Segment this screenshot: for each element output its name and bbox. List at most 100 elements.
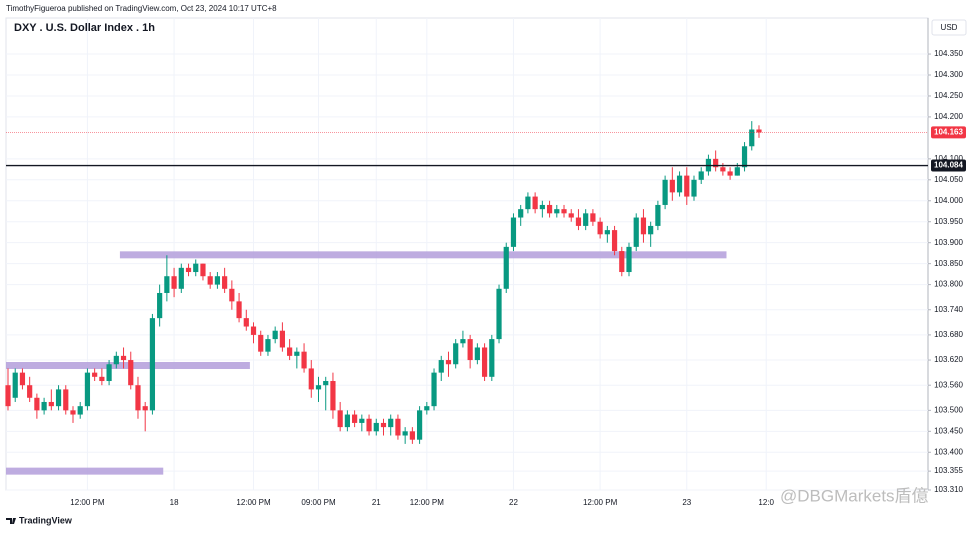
candle-body	[243, 318, 249, 327]
y-tick-label: 104.250	[934, 91, 963, 100]
candle-body	[171, 276, 177, 289]
candle-body	[178, 267, 184, 289]
candle-body	[445, 360, 452, 365]
candle-body	[734, 167, 740, 176]
candle-body	[691, 179, 697, 197]
candle-body	[315, 385, 322, 390]
candle-body	[308, 368, 314, 390]
brand: TradingView	[19, 515, 73, 525]
candle-body	[402, 431, 408, 436]
y-tick-label: 103.620	[934, 355, 963, 364]
candle-body	[713, 158, 719, 168]
candle-body	[510, 217, 517, 247]
candle-body	[438, 360, 444, 373]
candle-body	[453, 343, 459, 365]
candle-body	[481, 347, 488, 377]
candle-body	[546, 204, 553, 214]
candle-body	[106, 364, 112, 382]
candle-body	[597, 221, 603, 235]
candle-body	[200, 263, 206, 277]
candle-body	[55, 389, 62, 407]
y-tick-label: 103.740	[934, 305, 963, 314]
price-level-label: 104.084	[934, 161, 963, 170]
candle-body	[749, 129, 755, 147]
x-tick-label: 12:0	[758, 498, 774, 507]
candle-body	[193, 263, 199, 273]
candle-body	[460, 339, 466, 344]
candle-body	[568, 213, 574, 218]
candle-body	[12, 372, 18, 398]
candle-body	[48, 401, 54, 407]
candle-body	[409, 431, 415, 440]
candle-body	[539, 204, 545, 210]
candle-body	[525, 196, 531, 210]
candle-body	[424, 406, 430, 411]
candle-body	[222, 276, 228, 289]
candle-body	[330, 381, 336, 411]
candle-body	[287, 347, 293, 356]
candle-body	[416, 410, 423, 440]
candle-body	[301, 351, 307, 369]
candle-body	[142, 406, 148, 411]
brand-logo	[6, 518, 16, 524]
candle-body	[380, 422, 387, 428]
candle-body	[648, 225, 654, 235]
candle-body	[265, 339, 271, 352]
candle-body	[34, 397, 40, 411]
candle-body	[727, 171, 733, 176]
candle-body	[496, 288, 502, 340]
candle-body	[669, 179, 675, 193]
y-tick-label: 104.000	[934, 196, 963, 205]
x-tick-label: 12:00 PM	[410, 498, 445, 507]
candle-body	[344, 414, 350, 428]
candle-body	[272, 330, 278, 340]
x-tick-label: 12:00 PM	[583, 498, 618, 507]
candle-body	[84, 372, 91, 407]
candle-body	[474, 347, 480, 361]
candle-body	[41, 401, 47, 411]
candle-body	[229, 288, 235, 302]
candle-body	[662, 179, 668, 205]
y-tick-label: 104.100	[934, 154, 963, 163]
zone	[119, 251, 727, 259]
candle-body	[323, 381, 329, 386]
candle-body	[611, 230, 618, 252]
currency-label: USD	[941, 23, 958, 32]
candle-body	[27, 385, 33, 398]
candle-body	[250, 326, 257, 335]
candle-body	[503, 246, 509, 289]
y-tick-label: 103.400	[934, 447, 963, 456]
candle-body	[655, 204, 661, 226]
y-tick-label: 103.355	[934, 466, 963, 475]
candle-body	[626, 246, 632, 273]
candle-body	[258, 334, 264, 352]
price-level-tag	[931, 126, 966, 139]
candle-body	[157, 292, 163, 319]
candle-body	[5, 385, 11, 407]
zone	[6, 362, 250, 370]
candle-body	[19, 372, 26, 386]
candle-body	[489, 339, 495, 377]
candle-body	[395, 418, 401, 436]
x-tick-label: 21	[372, 498, 381, 507]
candle-body	[128, 360, 134, 386]
candle-body	[633, 217, 639, 247]
candle-body	[185, 267, 192, 273]
candle-body	[756, 129, 762, 133]
candle-body	[77, 406, 83, 415]
candle-body	[99, 376, 105, 382]
candle-body	[214, 276, 221, 285]
x-tick-label: 12:00 PM	[70, 498, 105, 507]
candle-body	[359, 418, 365, 423]
candle-body	[113, 355, 119, 365]
candle-body	[149, 318, 156, 411]
byline: TimothyFigueroa published on TradingView…	[6, 4, 277, 13]
y-tick-label: 104.200	[934, 112, 963, 121]
candle-body	[63, 389, 69, 411]
candles	[5, 121, 762, 444]
candle-body	[741, 146, 748, 168]
y-tick-label: 103.450	[934, 426, 963, 435]
candle-body	[604, 230, 610, 235]
